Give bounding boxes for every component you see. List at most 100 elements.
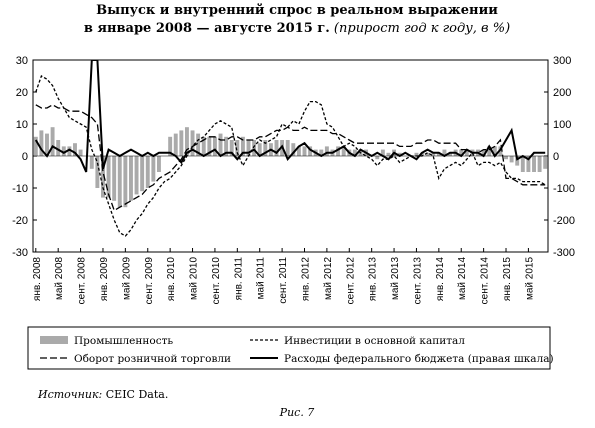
y2-tick-label: -100: [553, 183, 575, 195]
legend-label: Инвестиции в основной капитал: [284, 335, 465, 347]
bar: [397, 152, 402, 156]
bar: [235, 140, 240, 156]
chart-title: Выпуск и внутренний спрос в реальном выр…: [96, 3, 498, 18]
bar: [448, 152, 452, 156]
line: [35, 75, 546, 237]
bar: [129, 156, 133, 201]
bar: [212, 136, 217, 156]
bar: [156, 156, 161, 172]
bar: [218, 133, 223, 156]
bar: [425, 152, 430, 156]
x-tick-label: янв. 2008: [32, 257, 43, 301]
x-tick-label: сент. 2013: [412, 257, 423, 305]
y2-tick-label: 0: [553, 151, 559, 163]
bar: [532, 156, 536, 172]
x-tick-label: май 2015: [524, 257, 535, 300]
x-tick-label: май 2012: [323, 257, 334, 300]
x-tick-label: май 2008: [54, 257, 65, 300]
y2-tick-label: 200: [553, 87, 571, 99]
chart-subtitle: в январе 2008 — августе 2015 г. (прирост…: [84, 21, 510, 36]
bar: [95, 156, 100, 188]
y-tick-label: 10: [16, 119, 28, 131]
bar: [252, 140, 257, 156]
bar: [140, 156, 145, 192]
bar: [67, 146, 72, 156]
bar: [45, 133, 49, 156]
bar: [380, 149, 385, 156]
bar: [117, 156, 122, 208]
y-tick-label: 30: [16, 55, 28, 67]
bar: [145, 156, 150, 188]
bar: [78, 149, 83, 156]
bar: [168, 136, 173, 156]
y-tick-label: -20: [12, 215, 28, 227]
bar: [296, 146, 301, 156]
bar: [123, 156, 128, 208]
bar: [509, 156, 514, 163]
bar: [179, 130, 184, 156]
x-tick-label: май 2011: [256, 257, 267, 300]
x-tick-label: янв. 2015: [502, 257, 513, 301]
x-tick-label: сент. 2014: [480, 257, 491, 305]
x-tick-label: сент. 2009: [144, 257, 155, 305]
bar: [246, 140, 251, 156]
bar: [515, 156, 520, 166]
bar: [492, 146, 497, 156]
y2-tick-label: -300: [553, 247, 575, 259]
legend-label: Оборот розничной торговли: [74, 353, 231, 365]
bar: [207, 136, 212, 156]
bar: [101, 156, 105, 198]
bar: [173, 133, 178, 156]
bar: [459, 149, 464, 156]
bar: [190, 130, 195, 156]
bar: [442, 149, 447, 156]
x-tick-label: сент. 2011: [278, 257, 289, 304]
bar: [375, 156, 380, 160]
bar: [487, 146, 492, 156]
bar: [414, 152, 419, 156]
bar: [543, 156, 548, 169]
bar: [308, 146, 313, 156]
bar: [520, 156, 525, 172]
bar: [196, 133, 201, 156]
x-tick-label: май 2014: [457, 257, 468, 300]
bar: [134, 156, 139, 195]
source: Источник: CEIC Data.: [37, 388, 168, 401]
bar: [257, 143, 262, 156]
bar: [274, 140, 279, 156]
subtitle: в январе 2008 — августе 2015 г.: [84, 21, 330, 36]
bar: [112, 156, 117, 201]
bar: [341, 146, 346, 156]
bar: [464, 149, 469, 156]
bar: [324, 146, 329, 156]
bar: [436, 152, 441, 156]
bar: [291, 143, 296, 156]
bar: [73, 143, 77, 156]
bar: [352, 149, 357, 156]
bar: [302, 146, 307, 156]
legend-swatch: [40, 336, 68, 344]
y2-tick-label: 100: [553, 119, 571, 131]
bar: [61, 146, 66, 156]
line: [35, 104, 546, 212]
source-label: Источник:: [37, 388, 102, 401]
x-tick-label: янв. 2014: [435, 257, 446, 301]
bar: [431, 152, 436, 156]
bar: [336, 146, 341, 156]
bar: [498, 146, 503, 156]
x-tick-label: янв. 2012: [300, 257, 311, 301]
x-tick-label: янв. 2013: [368, 257, 379, 301]
bar: [319, 149, 324, 156]
bar: [481, 149, 486, 156]
figure-label: Рис. 7: [279, 406, 315, 419]
bar: [89, 156, 94, 169]
legend-label: Расходы федерального бюджета (правая шка…: [284, 353, 554, 365]
bar: [184, 127, 189, 156]
bar: [33, 136, 38, 156]
bar: [285, 140, 290, 156]
legend-label: Промышленность: [74, 335, 173, 347]
bar: [50, 127, 55, 156]
bar: [224, 136, 229, 156]
